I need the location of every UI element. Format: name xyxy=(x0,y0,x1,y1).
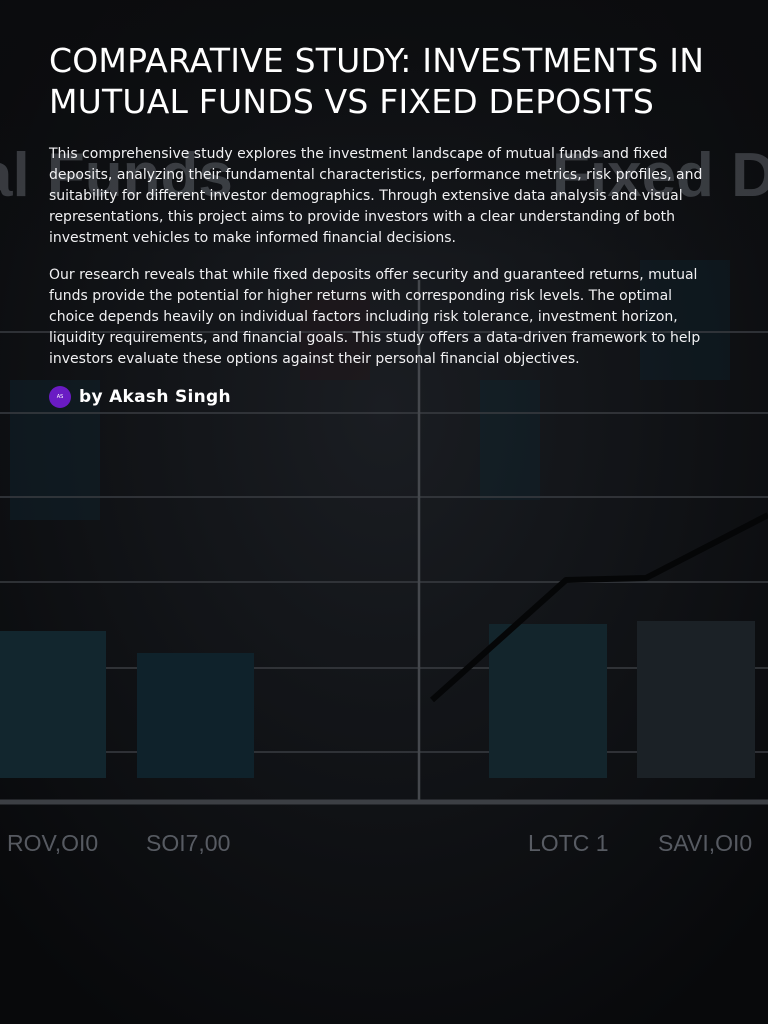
bg-gridlines xyxy=(0,331,768,753)
bg-heading-left: al Funds xyxy=(0,141,233,210)
bg-bar xyxy=(137,653,254,778)
bg-blob xyxy=(640,260,730,380)
bg-tick-label: SOI7,00 xyxy=(146,830,231,856)
findings-paragraph: Our research reveals that while fixed de… xyxy=(49,267,701,367)
bg-tick-label: SAVI,OI0 xyxy=(658,830,753,856)
document-title: COMPARATIVE STUDY: INVESTMENTS IN MUTUAL… xyxy=(49,41,705,121)
bg-blob xyxy=(300,290,370,380)
bg-tick-label: ROV,OI0 xyxy=(7,830,99,856)
bg-heading-right: Fixed D xyxy=(552,141,768,210)
avatar-icon: AS xyxy=(49,386,71,408)
bg-tick-label: LOTC 1 xyxy=(528,830,609,856)
bg-bar xyxy=(637,621,755,778)
bg-bar xyxy=(0,631,106,778)
author-name: by Akash Singh xyxy=(79,387,231,407)
document-content: COMPARATIVE STUDY: INVESTMENTS IN MUTUAL… xyxy=(49,40,709,408)
byline: AS by Akash Singh xyxy=(49,386,709,408)
bg-fade xyxy=(0,0,768,260)
bg-bar xyxy=(489,624,607,778)
bg-blob xyxy=(480,380,540,500)
intro-paragraph: This comprehensive study explores the in… xyxy=(49,146,703,246)
bg-trend-line xyxy=(429,512,768,703)
